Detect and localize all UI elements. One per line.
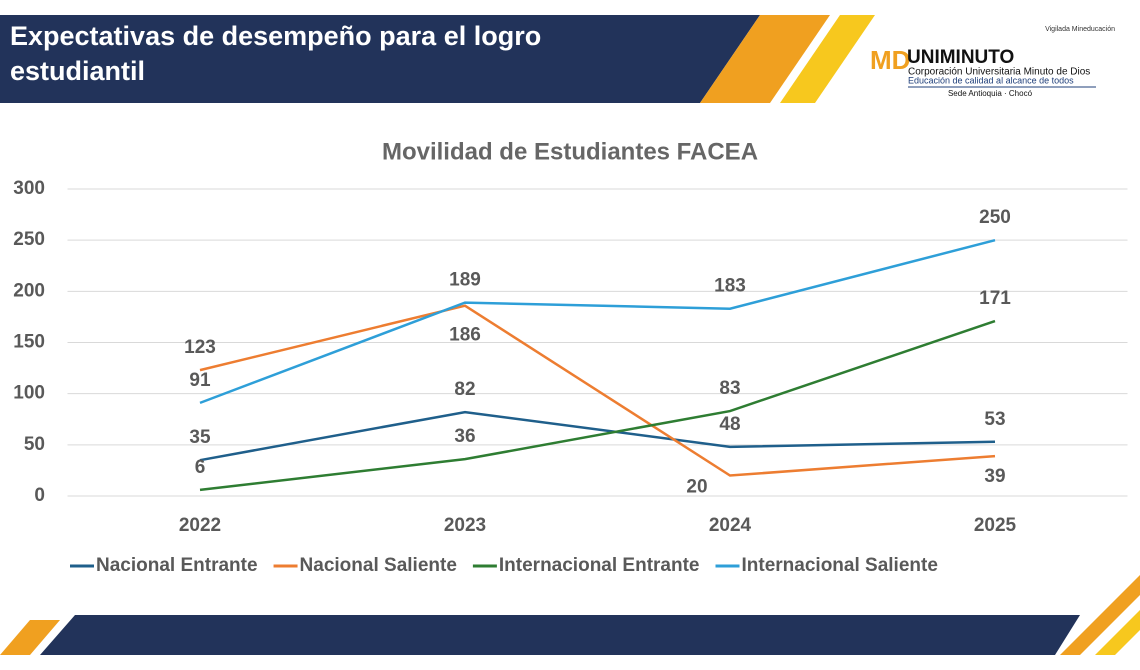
legend-label: Internacional Entrante bbox=[499, 555, 700, 576]
logo-text: Educación de calidad al alcance de todos bbox=[908, 75, 1074, 85]
x-tick-label: 2025 bbox=[974, 515, 1017, 536]
chart-title: Movilidad de Estudiantes FACEA bbox=[382, 138, 758, 165]
y-tick-label: 300 bbox=[13, 178, 45, 199]
data-label: 171 bbox=[979, 288, 1011, 309]
data-label: 186 bbox=[449, 325, 481, 346]
y-tick-label: 100 bbox=[13, 383, 45, 404]
data-label: 20 bbox=[686, 477, 707, 498]
header-title: Expectativas de desempeño para el logro bbox=[10, 21, 541, 51]
legend-label: Nacional Saliente bbox=[300, 555, 457, 576]
logo-mark: MD bbox=[870, 45, 910, 75]
data-label: 36 bbox=[454, 426, 475, 447]
logo-text: Vigilada Mineducación bbox=[1045, 26, 1115, 33]
legend-label: Internacional Saliente bbox=[742, 555, 938, 576]
header-title: estudiantil bbox=[10, 56, 145, 86]
data-label: 83 bbox=[719, 378, 740, 399]
footer-stripe bbox=[1095, 610, 1140, 655]
y-tick-label: 250 bbox=[13, 229, 45, 250]
series-line bbox=[199, 319, 996, 492]
header-band bbox=[0, 15, 760, 103]
logo-text: Sede Antioquia · Chocó bbox=[948, 89, 1033, 98]
footer-stripe bbox=[0, 620, 60, 655]
series-line bbox=[199, 238, 996, 405]
data-label: 91 bbox=[189, 370, 211, 391]
legend-label: Nacional Entrante bbox=[96, 555, 258, 576]
x-tick-label: 2024 bbox=[709, 515, 752, 536]
x-tick-label: 2022 bbox=[179, 515, 221, 536]
footer-band bbox=[40, 615, 1080, 655]
series-line bbox=[199, 410, 996, 462]
data-label: 35 bbox=[189, 427, 211, 448]
data-label: 183 bbox=[714, 276, 746, 297]
x-tick-label: 2023 bbox=[444, 515, 486, 536]
data-label: 123 bbox=[184, 337, 216, 358]
data-label: 6 bbox=[195, 457, 206, 478]
series-line bbox=[199, 304, 996, 477]
logo-text: Corporación Universitaria Minuto de Dios bbox=[908, 67, 1090, 78]
data-label: 48 bbox=[719, 414, 740, 435]
data-label: 189 bbox=[449, 270, 481, 291]
y-tick-label: 50 bbox=[24, 434, 45, 455]
y-tick-label: 200 bbox=[13, 280, 45, 301]
logo-name: UNIMINUTO bbox=[907, 47, 1014, 68]
y-tick-label: 150 bbox=[13, 332, 45, 353]
y-tick-label: 0 bbox=[34, 485, 45, 506]
data-label: 39 bbox=[984, 466, 1005, 487]
data-label: 250 bbox=[979, 207, 1011, 228]
header-stripe bbox=[700, 15, 830, 103]
header-stripe bbox=[780, 15, 875, 103]
footer-stripe bbox=[1060, 575, 1140, 655]
data-label: 82 bbox=[454, 379, 475, 400]
data-label: 53 bbox=[984, 409, 1005, 430]
